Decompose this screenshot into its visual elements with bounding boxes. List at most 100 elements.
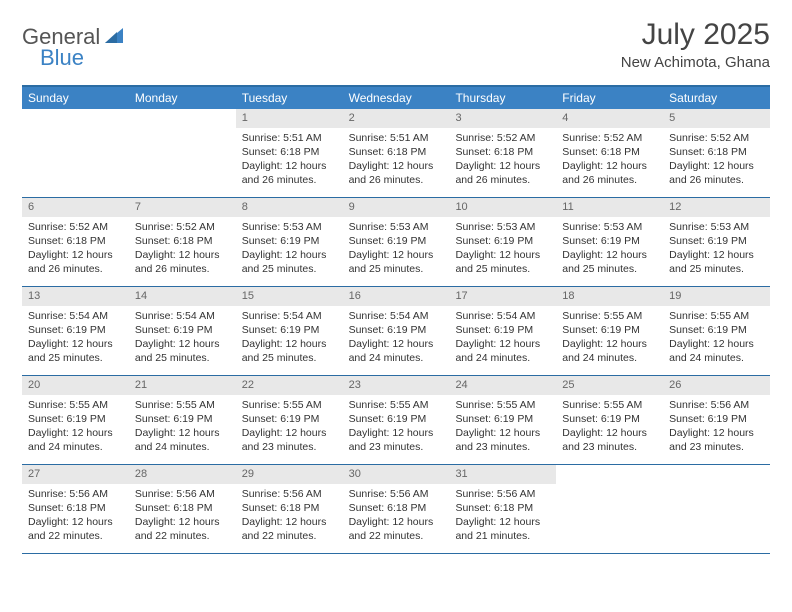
calendar-day: 19Sunrise: 5:55 AMSunset: 6:19 PMDayligh… <box>663 287 770 375</box>
calendar-day-empty <box>129 109 236 197</box>
day-details: Sunrise: 5:55 AMSunset: 6:19 PMDaylight:… <box>236 395 343 461</box>
calendar-day: 18Sunrise: 5:55 AMSunset: 6:19 PMDayligh… <box>556 287 663 375</box>
day-number: 11 <box>556 198 663 217</box>
title-block: July 2025 New Achimota, Ghana <box>621 18 770 71</box>
calendar-day: 14Sunrise: 5:54 AMSunset: 6:19 PMDayligh… <box>129 287 236 375</box>
day-details: Sunrise: 5:53 AMSunset: 6:19 PMDaylight:… <box>449 217 556 283</box>
day-details: Sunrise: 5:55 AMSunset: 6:19 PMDaylight:… <box>343 395 450 461</box>
calendar-week-row: 27Sunrise: 5:56 AMSunset: 6:18 PMDayligh… <box>22 465 770 554</box>
calendar-week-row: 1Sunrise: 5:51 AMSunset: 6:18 PMDaylight… <box>22 109 770 198</box>
day-number: 10 <box>449 198 556 217</box>
day-details: Sunrise: 5:54 AMSunset: 6:19 PMDaylight:… <box>236 306 343 372</box>
calendar-day: 29Sunrise: 5:56 AMSunset: 6:18 PMDayligh… <box>236 465 343 553</box>
day-details: Sunrise: 5:55 AMSunset: 6:19 PMDaylight:… <box>556 306 663 372</box>
day-details: Sunrise: 5:55 AMSunset: 6:19 PMDaylight:… <box>556 395 663 461</box>
calendar-day: 9Sunrise: 5:53 AMSunset: 6:19 PMDaylight… <box>343 198 450 286</box>
day-number: 3 <box>449 109 556 128</box>
day-number: 20 <box>22 376 129 395</box>
day-number: 12 <box>663 198 770 217</box>
calendar-day: 12Sunrise: 5:53 AMSunset: 6:19 PMDayligh… <box>663 198 770 286</box>
day-number: 16 <box>343 287 450 306</box>
location-text: New Achimota, Ghana <box>621 54 770 71</box>
calendar-day: 23Sunrise: 5:55 AMSunset: 6:19 PMDayligh… <box>343 376 450 464</box>
weekday-header: Friday <box>556 87 663 109</box>
day-details: Sunrise: 5:56 AMSunset: 6:18 PMDaylight:… <box>22 484 129 550</box>
calendar-day: 21Sunrise: 5:55 AMSunset: 6:19 PMDayligh… <box>129 376 236 464</box>
day-details: Sunrise: 5:53 AMSunset: 6:19 PMDaylight:… <box>556 217 663 283</box>
day-number: 1 <box>236 109 343 128</box>
calendar-day: 31Sunrise: 5:56 AMSunset: 6:18 PMDayligh… <box>449 465 556 553</box>
day-details: Sunrise: 5:56 AMSunset: 6:18 PMDaylight:… <box>129 484 236 550</box>
day-details: Sunrise: 5:51 AMSunset: 6:18 PMDaylight:… <box>343 128 450 194</box>
weekday-header: Wednesday <box>343 87 450 109</box>
calendar-day-empty <box>556 465 663 553</box>
day-details: Sunrise: 5:55 AMSunset: 6:19 PMDaylight:… <box>22 395 129 461</box>
calendar-day: 15Sunrise: 5:54 AMSunset: 6:19 PMDayligh… <box>236 287 343 375</box>
day-details: Sunrise: 5:52 AMSunset: 6:18 PMDaylight:… <box>129 217 236 283</box>
day-details: Sunrise: 5:54 AMSunset: 6:19 PMDaylight:… <box>343 306 450 372</box>
day-details: Sunrise: 5:55 AMSunset: 6:19 PMDaylight:… <box>449 395 556 461</box>
day-number: 7 <box>129 198 236 217</box>
day-number: 17 <box>449 287 556 306</box>
day-details: Sunrise: 5:54 AMSunset: 6:19 PMDaylight:… <box>129 306 236 372</box>
calendar-day: 17Sunrise: 5:54 AMSunset: 6:19 PMDayligh… <box>449 287 556 375</box>
calendar-day: 30Sunrise: 5:56 AMSunset: 6:18 PMDayligh… <box>343 465 450 553</box>
day-number: 28 <box>129 465 236 484</box>
day-details: Sunrise: 5:55 AMSunset: 6:19 PMDaylight:… <box>129 395 236 461</box>
calendar-week-row: 13Sunrise: 5:54 AMSunset: 6:19 PMDayligh… <box>22 287 770 376</box>
calendar-day: 24Sunrise: 5:55 AMSunset: 6:19 PMDayligh… <box>449 376 556 464</box>
day-details: Sunrise: 5:56 AMSunset: 6:19 PMDaylight:… <box>663 395 770 461</box>
day-number: 9 <box>343 198 450 217</box>
brand-sail-icon <box>105 27 127 48</box>
calendar-day: 28Sunrise: 5:56 AMSunset: 6:18 PMDayligh… <box>129 465 236 553</box>
day-number: 13 <box>22 287 129 306</box>
calendar-day: 11Sunrise: 5:53 AMSunset: 6:19 PMDayligh… <box>556 198 663 286</box>
day-number: 31 <box>449 465 556 484</box>
day-details: Sunrise: 5:53 AMSunset: 6:19 PMDaylight:… <box>236 217 343 283</box>
day-number: 2 <box>343 109 450 128</box>
day-details: Sunrise: 5:55 AMSunset: 6:19 PMDaylight:… <box>663 306 770 372</box>
calendar-day: 27Sunrise: 5:56 AMSunset: 6:18 PMDayligh… <box>22 465 129 553</box>
calendar-day: 25Sunrise: 5:55 AMSunset: 6:19 PMDayligh… <box>556 376 663 464</box>
calendar-day: 3Sunrise: 5:52 AMSunset: 6:18 PMDaylight… <box>449 109 556 197</box>
calendar-day-empty <box>663 465 770 553</box>
day-number: 30 <box>343 465 450 484</box>
calendar-day: 26Sunrise: 5:56 AMSunset: 6:19 PMDayligh… <box>663 376 770 464</box>
day-details: Sunrise: 5:54 AMSunset: 6:19 PMDaylight:… <box>449 306 556 372</box>
day-number: 19 <box>663 287 770 306</box>
day-details: Sunrise: 5:56 AMSunset: 6:18 PMDaylight:… <box>236 484 343 550</box>
weekday-header: Saturday <box>663 87 770 109</box>
weekday-header: Monday <box>129 87 236 109</box>
calendar-day: 1Sunrise: 5:51 AMSunset: 6:18 PMDaylight… <box>236 109 343 197</box>
calendar-day: 6Sunrise: 5:52 AMSunset: 6:18 PMDaylight… <box>22 198 129 286</box>
day-details: Sunrise: 5:53 AMSunset: 6:19 PMDaylight:… <box>343 217 450 283</box>
month-title: July 2025 <box>621 18 770 52</box>
calendar-week-row: 20Sunrise: 5:55 AMSunset: 6:19 PMDayligh… <box>22 376 770 465</box>
weekday-header: Sunday <box>22 87 129 109</box>
calendar-day: 2Sunrise: 5:51 AMSunset: 6:18 PMDaylight… <box>343 109 450 197</box>
day-number: 25 <box>556 376 663 395</box>
calendar-grid: SundayMondayTuesdayWednesdayThursdayFrid… <box>22 85 770 554</box>
day-details: Sunrise: 5:51 AMSunset: 6:18 PMDaylight:… <box>236 128 343 194</box>
day-details: Sunrise: 5:52 AMSunset: 6:18 PMDaylight:… <box>22 217 129 283</box>
day-details: Sunrise: 5:56 AMSunset: 6:18 PMDaylight:… <box>449 484 556 550</box>
calendar-day: 8Sunrise: 5:53 AMSunset: 6:19 PMDaylight… <box>236 198 343 286</box>
calendar-day: 10Sunrise: 5:53 AMSunset: 6:19 PMDayligh… <box>449 198 556 286</box>
day-number: 15 <box>236 287 343 306</box>
brand-text-blue: Blue <box>40 45 84 71</box>
calendar-week-row: 6Sunrise: 5:52 AMSunset: 6:18 PMDaylight… <box>22 198 770 287</box>
day-details: Sunrise: 5:52 AMSunset: 6:18 PMDaylight:… <box>449 128 556 194</box>
day-number: 27 <box>22 465 129 484</box>
day-number: 8 <box>236 198 343 217</box>
day-number: 23 <box>343 376 450 395</box>
day-number: 21 <box>129 376 236 395</box>
calendar-day: 16Sunrise: 5:54 AMSunset: 6:19 PMDayligh… <box>343 287 450 375</box>
weekday-header: Thursday <box>449 87 556 109</box>
day-number: 18 <box>556 287 663 306</box>
calendar-day: 20Sunrise: 5:55 AMSunset: 6:19 PMDayligh… <box>22 376 129 464</box>
day-number: 4 <box>556 109 663 128</box>
day-details: Sunrise: 5:52 AMSunset: 6:18 PMDaylight:… <box>663 128 770 194</box>
day-details: Sunrise: 5:54 AMSunset: 6:19 PMDaylight:… <box>22 306 129 372</box>
day-number: 14 <box>129 287 236 306</box>
calendar-day: 22Sunrise: 5:55 AMSunset: 6:19 PMDayligh… <box>236 376 343 464</box>
